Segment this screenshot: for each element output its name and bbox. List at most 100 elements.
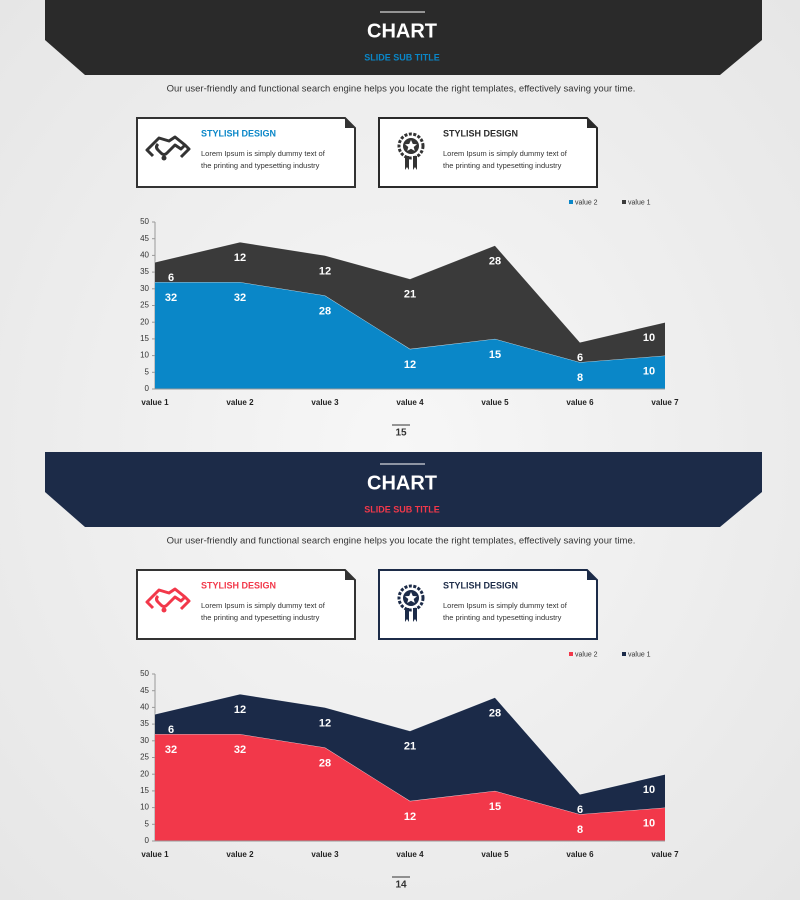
data-label: 10 [643, 332, 655, 344]
y-tick-label: 25 [140, 301, 149, 310]
data-label: 6 [168, 724, 174, 736]
area [155, 694, 665, 815]
x-tick-label: value 6 [566, 850, 594, 859]
chart: 0 5 10 15 20 25 30 35 40 45 50 32 32 28 12 15 8 10 value 2… [140, 199, 679, 407]
y-tick-label: 45 [140, 234, 149, 243]
y-tick-label: 20 [140, 317, 149, 326]
data-label: 10 [643, 818, 655, 830]
y-tick-label: 5 [145, 819, 150, 828]
card-frame [378, 569, 598, 640]
badge-ribbon [413, 156, 417, 170]
data-label: 15 [489, 349, 501, 361]
y-tick-label: 15 [140, 334, 149, 343]
handshake-knuckle [161, 155, 167, 161]
card-text: the printing and typesetting industry [443, 161, 562, 170]
data-label: 15 [489, 801, 501, 813]
x-tick-label: value 7 [651, 850, 679, 859]
card: STYLISH DESIGN Lorem Ipsum is simply dumm… [378, 569, 598, 640]
x-tick-label: value 6 [566, 398, 594, 407]
area [155, 282, 665, 389]
y-tick-label: 35 [140, 719, 149, 728]
card-text: Lorem Ipsum is simply dummy text of [201, 149, 326, 158]
card-text: Lorem Ipsum is simply dummy text of [201, 601, 326, 610]
description: Our user-friendly and functional search … [167, 536, 636, 547]
legend-swatch [622, 652, 626, 656]
data-label: 21 [404, 289, 416, 301]
x-tick-label: value 7 [651, 398, 679, 407]
data-label: 12 [404, 359, 416, 371]
y-tick-label: 30 [140, 736, 149, 745]
card: STYLISH DESIGN Lorem Ipsum is simply dumm… [136, 117, 356, 188]
card-text: Lorem Ipsum is simply dummy text of [443, 149, 568, 158]
data-label: 10 [643, 366, 655, 378]
y-tick-label: 10 [140, 351, 149, 360]
x-tick-label: value 2 [226, 398, 254, 407]
badge-star [405, 140, 417, 151]
card-fold [345, 570, 355, 580]
slide: CHART SLIDE SUB TITLE Our user-friendly an… [45, 452, 762, 891]
area [155, 242, 665, 363]
data-label: 6 [577, 804, 583, 816]
x-tick-label: value 1 [141, 850, 169, 859]
data-label: 32 [234, 744, 246, 756]
x-tick-label: value 4 [396, 850, 424, 859]
x-tick-label: value 5 [481, 398, 509, 407]
legend-swatch [569, 200, 573, 204]
y-tick-label: 45 [140, 686, 149, 695]
data-label: 28 [489, 255, 501, 267]
data-label: 28 [489, 707, 501, 719]
header-subtitle: SLIDE SUB TITLE [364, 504, 440, 514]
data-label: 12 [234, 252, 246, 264]
legend-swatch [569, 652, 573, 656]
y-tick-label: 30 [140, 284, 149, 293]
description: Our user-friendly and functional search … [167, 84, 636, 95]
y-tick-label: 50 [140, 669, 149, 678]
badge-ribbon [405, 608, 409, 622]
card-frame [136, 117, 356, 188]
y-tick-label: 40 [140, 251, 149, 260]
y-tick-label: 10 [140, 803, 149, 812]
y-tick-label: 5 [145, 367, 150, 376]
data-label: 32 [234, 292, 246, 304]
data-label: 12 [404, 811, 416, 823]
card-text: the printing and typesetting industry [201, 161, 320, 170]
data-label: 12 [234, 704, 246, 716]
card-title: STYLISH DESIGN [201, 128, 276, 138]
legend-label: value 2 [575, 199, 598, 206]
data-label: 32 [165, 744, 177, 756]
slide: CHART SLIDE SUB TITLE Our user-friendly an… [45, 0, 762, 439]
x-tick-label: value 3 [311, 398, 339, 407]
handshake-icon [145, 587, 191, 611]
handshake-knuckle [161, 607, 167, 613]
chart: 0 5 10 15 20 25 30 35 40 45 50 32 32 28 12 15 8 10 value 2… [140, 651, 679, 859]
data-label: 28 [319, 757, 331, 769]
area-edge [154, 241, 666, 343]
header-band [45, 452, 762, 527]
data-label: 12 [319, 265, 331, 277]
data-label: 12 [319, 717, 331, 729]
legend-label: value 2 [575, 651, 598, 658]
y-tick-label: 50 [140, 217, 149, 226]
y-tick-label: 0 [145, 836, 150, 845]
data-label: 28 [319, 305, 331, 317]
legend-swatch [622, 200, 626, 204]
area-edge [154, 693, 666, 795]
y-tick-label: 20 [140, 769, 149, 778]
badge-icon [397, 132, 425, 160]
data-label: 32 [165, 292, 177, 304]
page-number: 15 [395, 428, 407, 439]
y-tick-label: 40 [140, 703, 149, 712]
x-tick-label: value 4 [396, 398, 424, 407]
x-tick-label: value 1 [141, 398, 169, 407]
x-tick-label: value 5 [481, 850, 509, 859]
data-label: 10 [643, 784, 655, 796]
card: STYLISH DESIGN Lorem Ipsum is simply dumm… [378, 117, 598, 188]
card-fold [345, 118, 355, 128]
legend-label: value 1 [628, 651, 651, 658]
badge-ribbon [405, 156, 409, 170]
card-title: STYLISH DESIGN [443, 580, 518, 590]
card-fold [587, 570, 597, 580]
x-tick-label: value 2 [226, 850, 254, 859]
